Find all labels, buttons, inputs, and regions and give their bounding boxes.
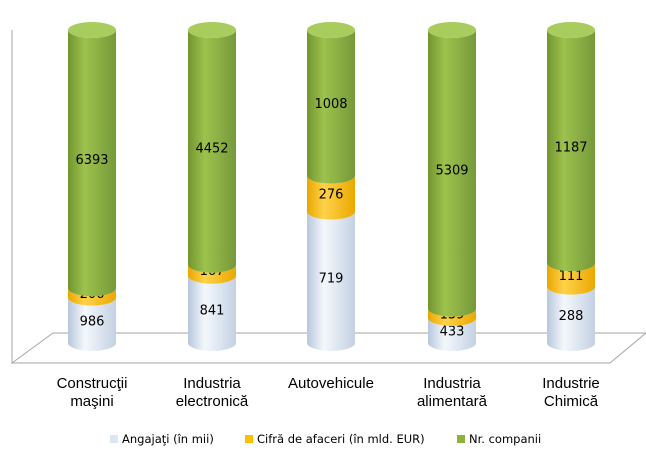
- legend-item-0: Angajaţi (în mii): [110, 432, 214, 446]
- data-label-2-0: 719: [319, 271, 344, 286]
- cylinder-top-1: [188, 22, 236, 38]
- bar-segment-4-1: [547, 263, 595, 295]
- data-label-1-2: 4452: [195, 141, 228, 156]
- bar-segment-0-2: [68, 30, 116, 297]
- bar-segment-2-2: [307, 30, 355, 184]
- data-label-2-2: 1008: [314, 97, 347, 112]
- bar-segment-3-1: [428, 308, 476, 326]
- category-label-0: Construcţii maşini: [57, 375, 128, 410]
- cylinder-top-4: [547, 22, 595, 38]
- category-label-2: Autovehicule: [288, 375, 374, 392]
- bar-segment-0-1: [68, 288, 116, 306]
- category-label-4: Industrie Chimică: [542, 375, 600, 410]
- legend-label-2: Nr. companii: [469, 432, 541, 446]
- category-label-1: Industria electronică: [176, 375, 249, 410]
- data-label-2-1: 276: [319, 188, 344, 203]
- cylinder-1: 8411674452: [188, 22, 237, 351]
- data-label-3-2: 5309: [435, 163, 468, 178]
- cylinder-3: 4331395309: [428, 22, 476, 351]
- legend-label-1: Cifră de afaceri (în mld. EUR): [257, 432, 425, 446]
- legend-label-0: Angajaţi (în mii): [122, 432, 214, 446]
- bar-segment-3-2: [428, 30, 476, 317]
- cylinder-2: 719 276 1008: [307, 22, 355, 351]
- cylinder-top-3: [428, 22, 476, 38]
- data-label-0-0: 986: [80, 314, 105, 329]
- data-label-4-0: 288: [559, 309, 584, 324]
- bar-segment-2-1: [307, 175, 355, 220]
- legend-swatch-0: [110, 435, 118, 443]
- bar-segment-2-0: [307, 211, 355, 351]
- legend-swatch-1: [245, 435, 253, 443]
- category-label-3: Industria alimentară: [417, 375, 488, 410]
- cylinder-0: 9862066393: [68, 22, 116, 351]
- legend-swatch-2: [457, 435, 465, 443]
- data-label-3-0: 433: [440, 324, 465, 339]
- bar-segment-1-1: [188, 264, 237, 284]
- bar-segment-1-2: [188, 30, 237, 273]
- cylinder-top-2: [307, 22, 355, 38]
- data-label-1-0: 841: [200, 303, 225, 318]
- data-label-4-1: 111: [559, 269, 584, 284]
- bar-segment-1-0: [188, 275, 236, 351]
- bar-segment-0-0: [68, 297, 116, 351]
- cylinder-4: 288 111 1187: [547, 22, 595, 351]
- cylinder-top-0: [68, 22, 116, 38]
- bars: 9862066393 8411674452 719 276 1008 4331395309…: [68, 22, 595, 351]
- bar-segment-4-0: [547, 286, 595, 351]
- bar-segment-3-0: [428, 317, 476, 351]
- legend: Angajaţi (în mii) Cifră de afaceri (în ml…: [110, 432, 541, 446]
- category-labels: Construcţii maşini Industria electronică Aut…: [57, 375, 600, 410]
- bar-segment-4-2: [547, 30, 595, 272]
- legend-item-1: Cifră de afaceri (în mld. EUR): [245, 432, 425, 446]
- data-label-0-2: 6393: [75, 153, 108, 168]
- data-label-4-2: 1187: [554, 141, 587, 156]
- legend-item-2: Nr. companii: [457, 432, 541, 446]
